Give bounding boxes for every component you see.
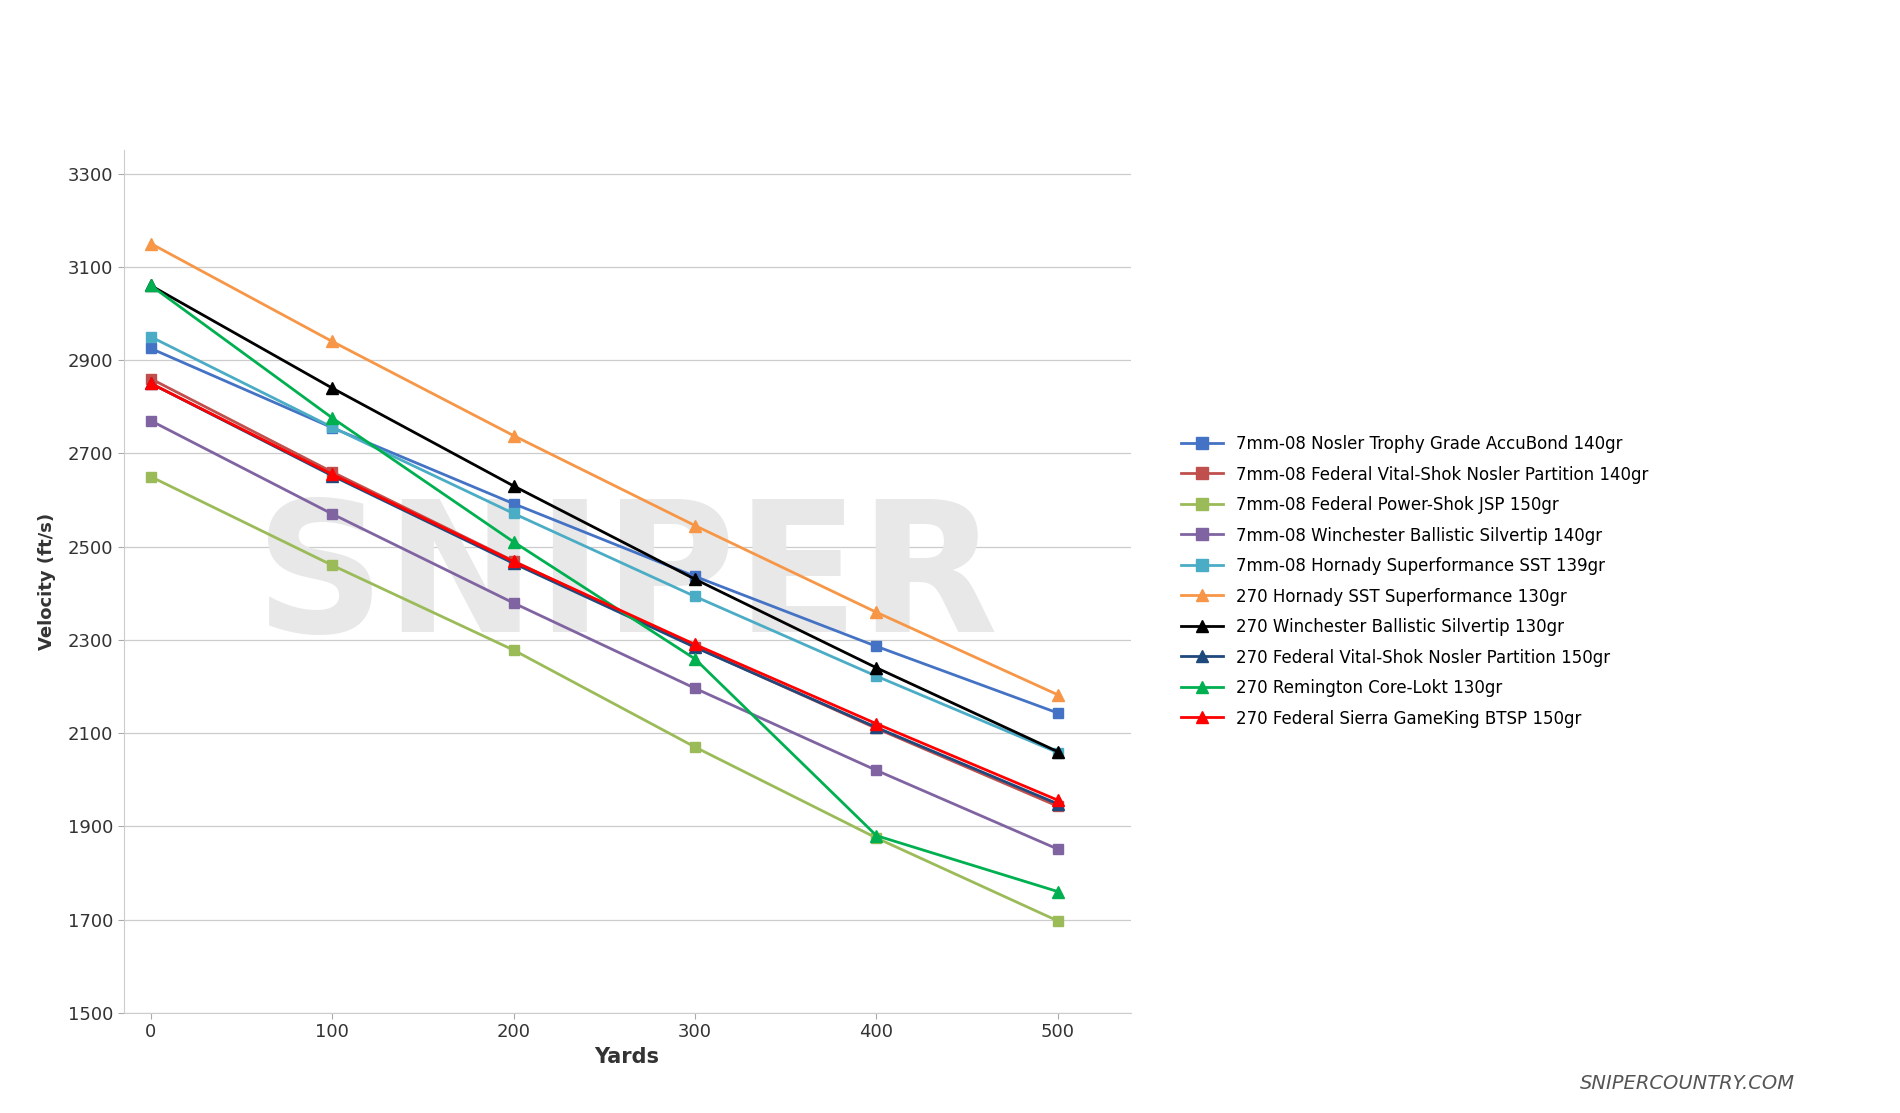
- 7mm-08 Hornady Superformance SST 139gr: [321, 421, 344, 434]
- 7mm-08 Winchester Ballistic Silvertip 140gr: [1047, 843, 1070, 856]
- 270 Winchester Ballistic Silvertip 130gr: [864, 661, 887, 674]
- 270 Federal Sierra GameKing BTSP 150gr: [139, 376, 162, 390]
- Text: SNIPER: SNIPER: [255, 493, 999, 670]
- Line: 270 Federal Sierra GameKing BTSP 150gr: 270 Federal Sierra GameKing BTSP 150gr: [144, 377, 1064, 806]
- 270 Winchester Ballistic Silvertip 130gr: [139, 278, 162, 292]
- 7mm-08 Federal Vital-Shok Nosler Partition 140gr: [684, 640, 707, 653]
- 270 Federal Sierra GameKing BTSP 150gr: [864, 717, 887, 730]
- 270 Hornady SST Superformance 130gr: [1047, 688, 1070, 701]
- 270 Hornady SST Superformance 130gr: [321, 335, 344, 348]
- 7mm-08 Hornady Superformance SST 139gr: [684, 590, 707, 603]
- Text: SNIPERCOUNTRY.COM: SNIPERCOUNTRY.COM: [1581, 1074, 1796, 1093]
- 270 Federal Vital-Shok Nosler Partition 150gr: [139, 376, 162, 390]
- 7mm-08 Nosler Trophy Grade AccuBond 140gr: [139, 342, 162, 355]
- 270 Winchester Ballistic Silvertip 130gr: [502, 480, 524, 493]
- 270 Remington Core-Lokt 130gr: [502, 535, 524, 549]
- 270 Remington Core-Lokt 130gr: [864, 829, 887, 843]
- 270 Hornady SST Superformance 130gr: [864, 605, 887, 619]
- 7mm-08 Federal Vital-Shok Nosler Partition 140gr: [1047, 799, 1070, 812]
- 270 Remington Core-Lokt 130gr: [139, 278, 162, 292]
- 7mm-08 Winchester Ballistic Silvertip 140gr: [684, 681, 707, 695]
- Line: 7mm-08 Federal Vital-Shok Nosler Partition 140gr: 7mm-08 Federal Vital-Shok Nosler Partiti…: [146, 374, 1062, 811]
- 7mm-08 Winchester Ballistic Silvertip 140gr: [864, 764, 887, 777]
- 7mm-08 Federal Power-Shok JSP 150gr: [321, 559, 344, 572]
- 7mm-08 Nosler Trophy Grade AccuBond 140gr: [502, 498, 524, 511]
- 270 Hornady SST Superformance 130gr: [684, 519, 707, 532]
- Line: 7mm-08 Nosler Trophy Grade AccuBond 140gr: 7mm-08 Nosler Trophy Grade AccuBond 140g…: [146, 344, 1062, 718]
- 270 Winchester Ballistic Silvertip 130gr: [1047, 745, 1070, 758]
- 7mm-08 Nosler Trophy Grade AccuBond 140gr: [1047, 707, 1070, 720]
- 7mm-08 Federal Power-Shok JSP 150gr: [864, 831, 887, 845]
- Line: 7mm-08 Federal Power-Shok JSP 150gr: 7mm-08 Federal Power-Shok JSP 150gr: [146, 472, 1062, 926]
- 270 Federal Sierra GameKing BTSP 150gr: [502, 554, 524, 568]
- 7mm-08 Federal Power-Shok JSP 150gr: [1047, 914, 1070, 927]
- 7mm-08 Federal Vital-Shok Nosler Partition 140gr: [502, 554, 524, 568]
- 270 Winchester Ballistic Silvertip 130gr: [321, 382, 344, 395]
- Line: 7mm-08 Hornady Superformance SST 139gr: 7mm-08 Hornady Superformance SST 139gr: [146, 332, 1062, 758]
- 7mm-08 Hornady Superformance SST 139gr: [502, 506, 524, 520]
- 7mm-08 Winchester Ballistic Silvertip 140gr: [321, 508, 344, 521]
- Line: 7mm-08 Winchester Ballistic Silvertip 140gr: 7mm-08 Winchester Ballistic Silvertip 14…: [146, 416, 1062, 854]
- 7mm-08 Federal Power-Shok JSP 150gr: [684, 740, 707, 754]
- 7mm-08 Winchester Ballistic Silvertip 140gr: [502, 597, 524, 610]
- 270 Federal Vital-Shok Nosler Partition 150gr: [864, 721, 887, 735]
- 270 Federal Vital-Shok Nosler Partition 150gr: [321, 469, 344, 482]
- 270 Federal Sierra GameKing BTSP 150gr: [684, 638, 707, 651]
- 270 Federal Sierra GameKing BTSP 150gr: [1047, 794, 1070, 807]
- X-axis label: Yards: Yards: [595, 1047, 659, 1066]
- 270 Hornady SST Superformance 130gr: [139, 237, 162, 250]
- 7mm-08 Nosler Trophy Grade AccuBond 140gr: [321, 421, 344, 434]
- 270 Hornady SST Superformance 130gr: [502, 429, 524, 442]
- Line: 270 Federal Vital-Shok Nosler Partition 150gr: 270 Federal Vital-Shok Nosler Partition …: [144, 377, 1064, 809]
- 270 Federal Vital-Shok Nosler Partition 150gr: [502, 556, 524, 570]
- 7mm-08 Hornady Superformance SST 139gr: [864, 670, 887, 683]
- 270 Remington Core-Lokt 130gr: [1047, 885, 1070, 898]
- 7mm-08 Federal Power-Shok JSP 150gr: [502, 643, 524, 657]
- 7mm-08 Hornady Superformance SST 139gr: [139, 331, 162, 344]
- 7mm-08 Nosler Trophy Grade AccuBond 140gr: [864, 640, 887, 653]
- Y-axis label: Velocity (ft/s): Velocity (ft/s): [38, 513, 57, 650]
- 270 Federal Vital-Shok Nosler Partition 150gr: [1047, 797, 1070, 810]
- Line: 270 Winchester Ballistic Silvertip 130gr: 270 Winchester Ballistic Silvertip 130gr: [144, 279, 1064, 757]
- Legend: 7mm-08 Nosler Trophy Grade AccuBond 140gr, 7mm-08 Federal Vital-Shok Nosler Part: 7mm-08 Nosler Trophy Grade AccuBond 140g…: [1172, 427, 1657, 736]
- 270 Winchester Ballistic Silvertip 130gr: [684, 572, 707, 585]
- 270 Remington Core-Lokt 130gr: [321, 411, 344, 424]
- 7mm-08 Hornady Superformance SST 139gr: [1047, 746, 1070, 759]
- 7mm-08 Federal Power-Shok JSP 150gr: [139, 470, 162, 483]
- 270 Remington Core-Lokt 130gr: [684, 652, 707, 666]
- Line: 270 Hornady SST Superformance 130gr: 270 Hornady SST Superformance 130gr: [144, 238, 1064, 700]
- 270 Federal Vital-Shok Nosler Partition 150gr: [684, 641, 707, 654]
- Line: 270 Remington Core-Lokt 130gr: 270 Remington Core-Lokt 130gr: [144, 279, 1064, 897]
- 7mm-08 Winchester Ballistic Silvertip 140gr: [139, 414, 162, 427]
- 7mm-08 Federal Vital-Shok Nosler Partition 140gr: [139, 372, 162, 385]
- 7mm-08 Federal Vital-Shok Nosler Partition 140gr: [864, 721, 887, 735]
- 7mm-08 Federal Vital-Shok Nosler Partition 140gr: [321, 465, 344, 479]
- Text: BULLET VELOCITY: BULLET VELOCITY: [452, 21, 1448, 118]
- 7mm-08 Nosler Trophy Grade AccuBond 140gr: [684, 570, 707, 583]
- 270 Federal Sierra GameKing BTSP 150gr: [321, 467, 344, 481]
